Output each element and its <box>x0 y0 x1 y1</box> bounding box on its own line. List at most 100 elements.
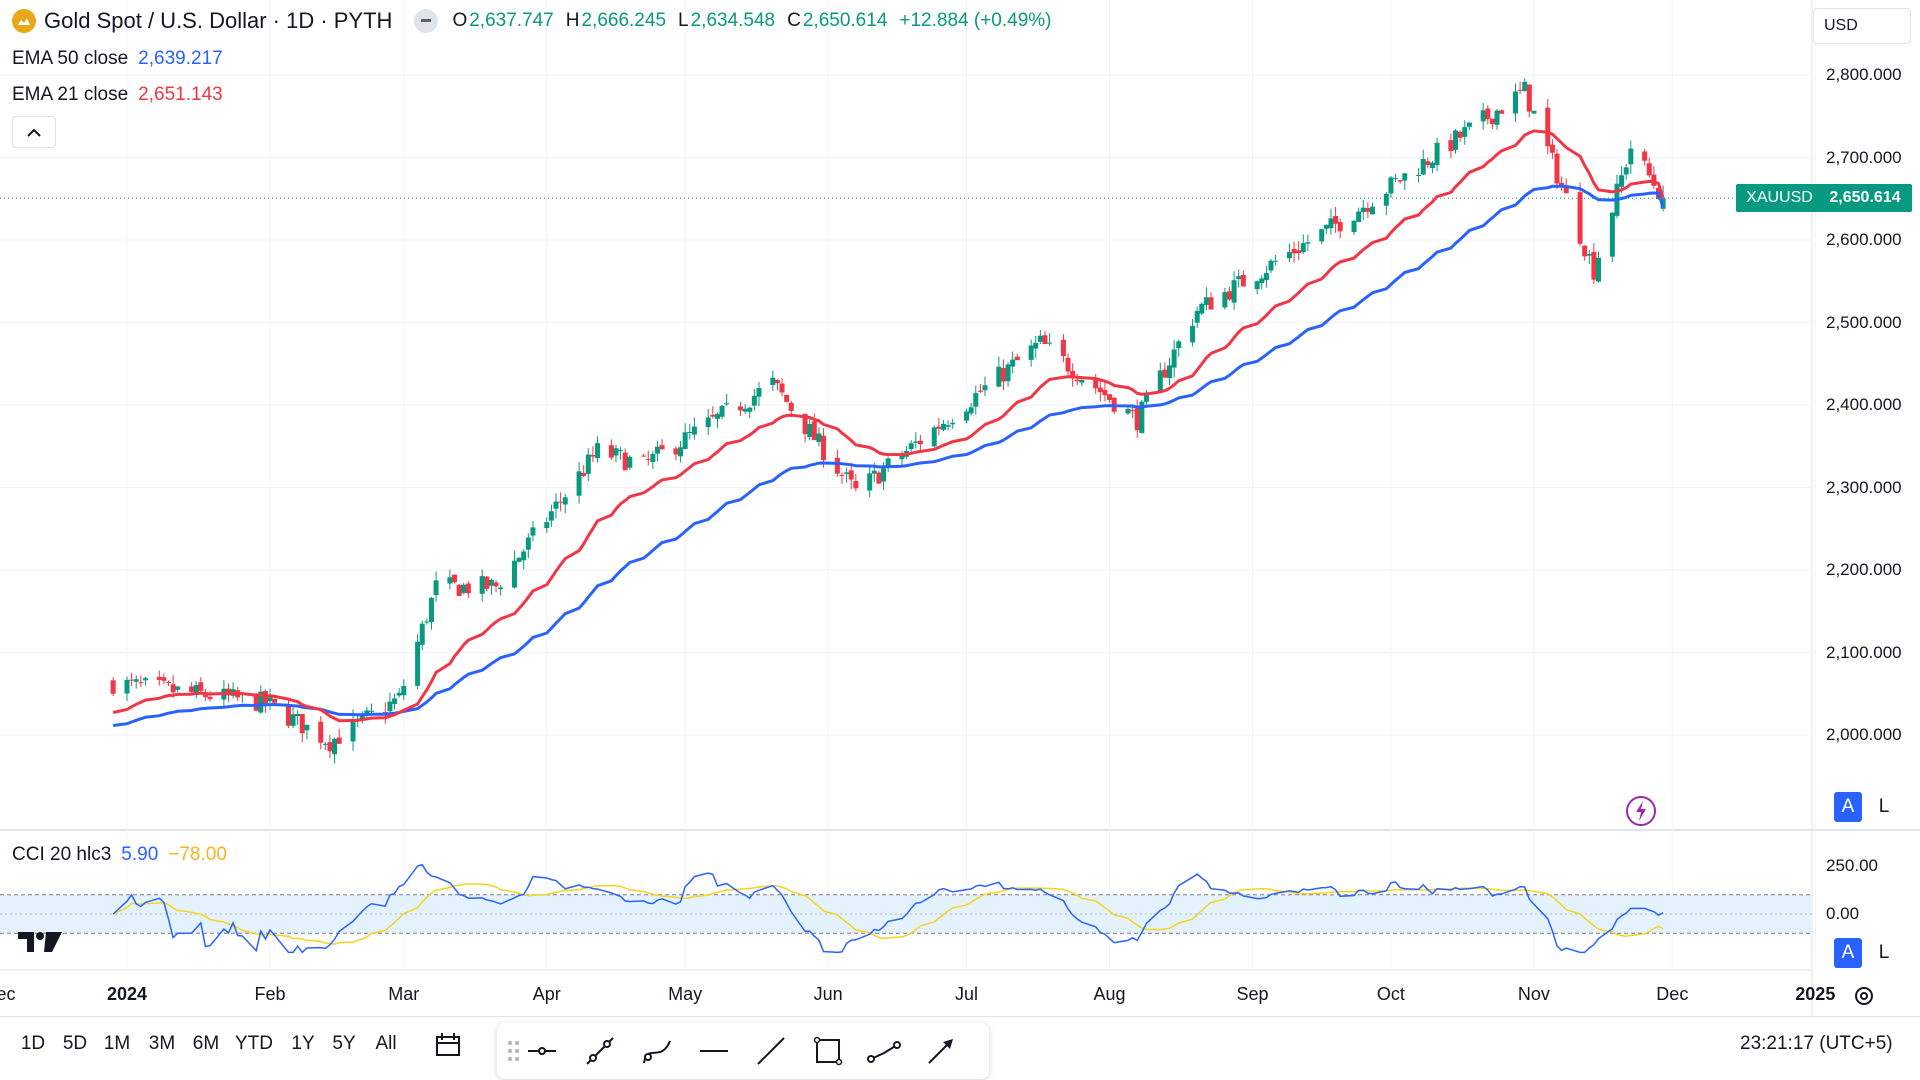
candle-down <box>272 698 278 703</box>
range-button-1y[interactable]: 1Y <box>291 1033 315 1054</box>
chart-canvas[interactable] <box>0 0 1920 1016</box>
candle-up <box>498 587 504 590</box>
candle-down <box>1000 367 1006 382</box>
change-value: +12.884 (+0.49%) <box>899 10 1052 31</box>
candle-down <box>1425 161 1431 166</box>
candle-up <box>1319 229 1325 242</box>
last-price-label: 2,650.614 <box>1829 189 1901 206</box>
candle-up <box>1480 110 1486 122</box>
arrow-tool-icon[interactable] <box>923 1033 959 1069</box>
range-button-1d[interactable]: 1D <box>20 1033 46 1054</box>
candle-down <box>802 413 808 434</box>
trend-line-tool-icon[interactable] <box>582 1033 618 1069</box>
candle-down <box>1365 208 1371 212</box>
range-button-all[interactable]: All <box>375 1033 397 1054</box>
candle-down <box>1526 84 1532 112</box>
ema21-legend[interactable]: EMA 21 close 2,651.143 <box>12 84 223 106</box>
candle-up <box>968 407 974 414</box>
candle-up <box>304 724 310 731</box>
cci-auto-scale-label: A <box>1841 942 1855 963</box>
rectangle-tool-icon[interactable] <box>810 1033 846 1069</box>
candle-up <box>1010 359 1016 367</box>
candle-up <box>973 393 979 407</box>
horizontal-ray-tool-icon[interactable] <box>524 1033 560 1069</box>
currency-selector[interactable]: USD <box>1813 8 1911 44</box>
time-tick-label: 2025 <box>1795 984 1836 1004</box>
candle-up <box>368 710 374 712</box>
candle-down <box>839 474 845 476</box>
candle-up <box>1079 379 1085 383</box>
candle-up <box>654 446 660 454</box>
range-button-5y[interactable]: 5Y <box>332 1033 356 1054</box>
candle-up <box>585 454 591 474</box>
candle-down <box>876 472 882 484</box>
candle-down <box>1296 250 1302 254</box>
candle-up <box>392 698 398 704</box>
candle-up <box>1268 260 1274 271</box>
range-button-3m[interactable]: 3M <box>148 1033 176 1054</box>
candle-up <box>751 395 757 406</box>
candle-down <box>645 458 651 460</box>
time-tick-label: Sep <box>1236 984 1269 1004</box>
legend-title-row: Gold Spot / U.S. Dollar · 1D · PYTH O 2,6… <box>12 8 1062 34</box>
candle-up <box>650 454 656 463</box>
candle-down <box>1489 118 1495 125</box>
lightning-icon[interactable] <box>1624 794 1658 828</box>
time-tick-label: Nov <box>1517 984 1550 1004</box>
ema50-legend[interactable]: EMA 50 close 2,639.217 <box>12 48 223 70</box>
candle-down <box>1642 151 1648 161</box>
minus-icon[interactable] <box>414 9 439 33</box>
candle-down <box>1070 371 1076 379</box>
candle-down <box>493 582 499 587</box>
candle-up <box>1305 242 1311 244</box>
candle-up <box>1356 211 1362 223</box>
candle-down <box>170 684 176 693</box>
auto-scale-button[interactable]: A <box>1834 792 1862 822</box>
range-button-ytd[interactable]: YTD <box>235 1033 273 1054</box>
candle-down <box>1291 248 1297 254</box>
candle-up <box>816 433 822 443</box>
line-tool-icon[interactable] <box>753 1033 789 1069</box>
candle-down <box>811 421 817 441</box>
candle-up <box>945 425 951 427</box>
cci-log-scale-button[interactable]: L <box>1870 938 1898 968</box>
log-scale-button[interactable]: L <box>1870 792 1898 822</box>
candle-up <box>511 560 517 588</box>
drag-handle-icon[interactable] <box>507 1040 521 1064</box>
candle-up <box>447 577 453 584</box>
range-button-1m[interactable]: 1M <box>103 1033 131 1054</box>
settings-gear-icon[interactable] <box>1852 984 1876 1008</box>
ema21-label: EMA 21 close <box>12 84 129 105</box>
candle-down <box>225 688 231 696</box>
symbol-title[interactable]: Gold Spot / U.S. Dollar · 1D · PYTH <box>44 8 393 33</box>
candle-down <box>1333 215 1339 224</box>
candle-up <box>479 576 485 594</box>
candle-down <box>848 470 854 480</box>
path-tool-icon[interactable] <box>866 1033 902 1069</box>
candle-up <box>1323 224 1329 229</box>
horizontal-line-tool-icon[interactable] <box>696 1033 732 1069</box>
candle-up <box>618 450 624 452</box>
range-button-6m[interactable]: 6M <box>192 1033 220 1054</box>
candle-up <box>867 473 873 491</box>
candle-down <box>452 574 458 583</box>
candle-up <box>1360 207 1366 213</box>
candle-down <box>558 501 564 503</box>
collapse-legend-button[interactable] <box>12 116 56 148</box>
candle-down <box>161 677 167 681</box>
calendar-goto-icon[interactable] <box>434 1031 464 1061</box>
candle-up <box>562 497 568 505</box>
clock[interactable]: 23:21:17 (UTC+5) <box>1740 1033 1893 1054</box>
cci-auto-scale-button[interactable]: A <box>1834 938 1862 968</box>
candle-down <box>1065 357 1071 372</box>
tradingview-logo[interactable] <box>18 930 64 954</box>
candle-up <box>124 679 130 694</box>
range-button-5d[interactable]: 5D <box>62 1033 88 1054</box>
candle-up <box>1286 252 1292 259</box>
gold-symbol-icon <box>12 9 36 33</box>
curve-tool-icon[interactable] <box>639 1033 675 1069</box>
cci-legend[interactable]: CCI 20 hlc3 5.90 −78.00 <box>12 844 227 866</box>
candle-up <box>1167 365 1173 379</box>
candle-down <box>465 583 471 594</box>
candle-up <box>1494 110 1500 125</box>
